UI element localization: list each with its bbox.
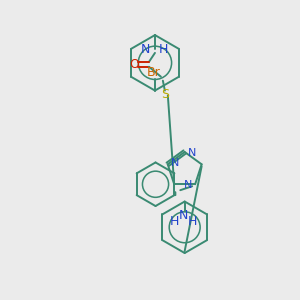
Text: N: N [188, 148, 196, 158]
Text: N: N [141, 44, 150, 56]
Text: O: O [129, 58, 139, 71]
Text: N: N [171, 158, 179, 168]
Text: N: N [184, 180, 192, 190]
Text: H: H [188, 215, 197, 228]
Text: N: N [179, 209, 188, 222]
Text: S: S [161, 88, 169, 101]
Text: H: H [159, 44, 168, 56]
Text: Br: Br [147, 66, 161, 79]
Text: H: H [170, 215, 179, 228]
